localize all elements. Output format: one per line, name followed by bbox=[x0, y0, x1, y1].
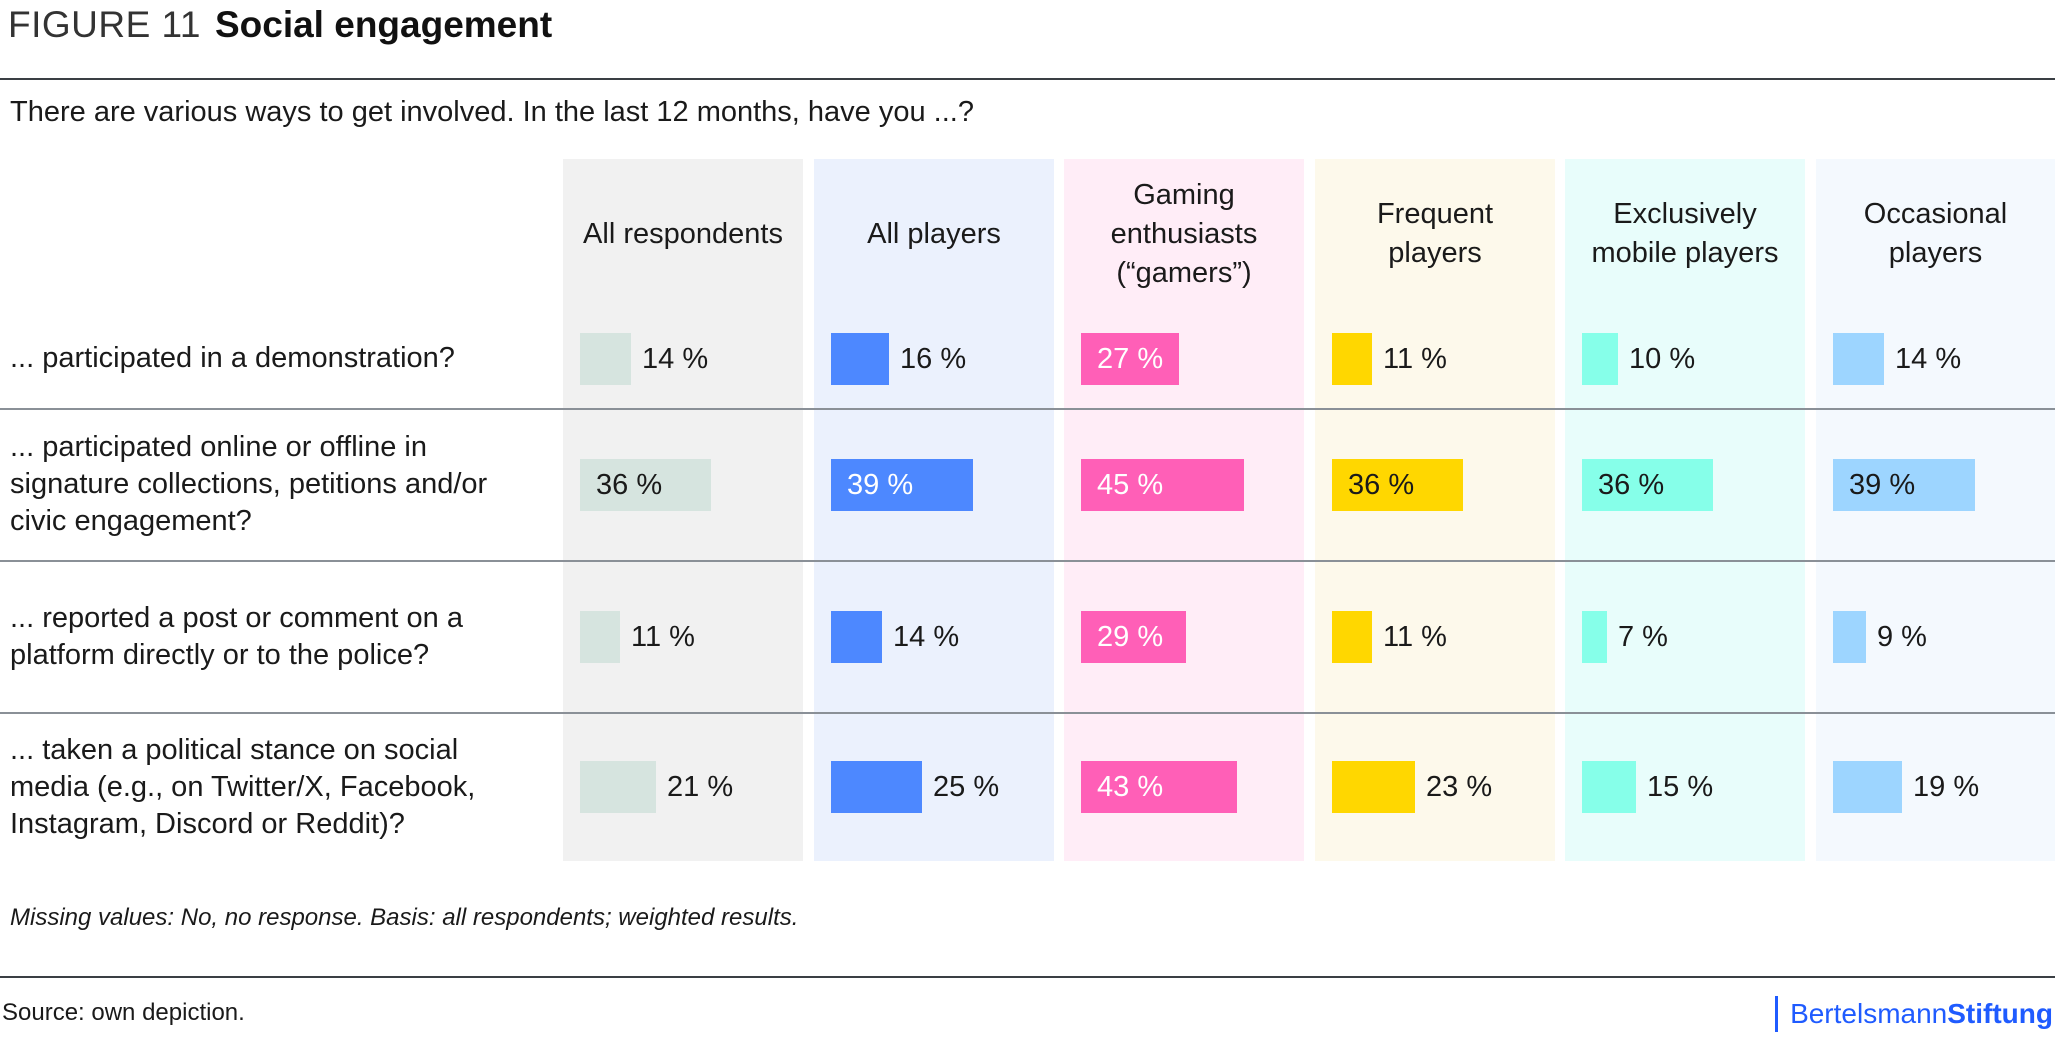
bar bbox=[1833, 761, 1902, 813]
data-label: 39 % bbox=[1849, 469, 1916, 501]
bar bbox=[831, 761, 922, 813]
figure-title: FIGURE 11 Social engagement bbox=[8, 2, 552, 48]
bar bbox=[1833, 333, 1884, 385]
data-label: 7 % bbox=[1618, 621, 1668, 653]
source-line: Source: own depiction. bbox=[2, 999, 245, 1026]
row-label-text: ... reported a post or comment on a plat… bbox=[10, 601, 463, 671]
column-header-label: Occasional players bbox=[1863, 198, 2008, 269]
bar bbox=[1582, 611, 1607, 663]
column-header: Occasional players bbox=[1816, 159, 2055, 309]
bar bbox=[1332, 333, 1372, 385]
data-label: 9 % bbox=[1877, 621, 1927, 653]
row-label: ... participated in a demonstration? bbox=[10, 309, 540, 408]
bar bbox=[1081, 761, 1237, 813]
column-header-label: Gaming enthusiasts (“gamers”) bbox=[1110, 178, 1258, 289]
row-label: ... reported a post or comment on a plat… bbox=[10, 561, 540, 712]
bar bbox=[1081, 459, 1244, 511]
logo-bar-mark bbox=[1775, 996, 1779, 1032]
column-header-label: Frequent players bbox=[1376, 198, 1494, 269]
data-label: 10 % bbox=[1629, 343, 1696, 375]
figure-subtitle: There are various ways to get involved. … bbox=[10, 96, 974, 128]
bar bbox=[580, 611, 620, 663]
bar bbox=[1081, 611, 1186, 663]
data-label: 15 % bbox=[1647, 771, 1714, 803]
data-label: 25 % bbox=[933, 771, 1000, 803]
row-separator bbox=[0, 712, 2055, 714]
row-label: ... participated online or offline in si… bbox=[10, 409, 540, 560]
row-label: ... taken a political stance on social m… bbox=[10, 713, 540, 861]
figure-name: Social engagement bbox=[214, 4, 553, 45]
column-header: Gaming enthusiasts (“gamers”) bbox=[1064, 159, 1304, 309]
column-header-label: Exclusively mobile players bbox=[1591, 198, 1779, 269]
data-label: 23 % bbox=[1426, 771, 1493, 803]
bar bbox=[580, 761, 656, 813]
data-label: 39 % bbox=[847, 469, 914, 501]
figure-number: FIGURE 11 bbox=[8, 4, 201, 45]
bar bbox=[831, 611, 882, 663]
figure-note: Missing values: No, no response. Basis: … bbox=[10, 904, 799, 931]
data-label: 29 % bbox=[1097, 621, 1164, 653]
bar bbox=[1582, 333, 1618, 385]
data-label: 36 % bbox=[1348, 469, 1415, 501]
data-label: 16 % bbox=[900, 343, 967, 375]
bar bbox=[831, 333, 889, 385]
data-label: 11 % bbox=[1383, 621, 1447, 653]
column-header-label: All respondents bbox=[583, 217, 783, 250]
column-header: Frequent players bbox=[1315, 159, 1555, 309]
column-header-label: All players bbox=[867, 217, 1001, 250]
data-label: 11 % bbox=[1383, 343, 1447, 375]
title-divider bbox=[0, 78, 2055, 80]
column-header: Exclusively mobile players bbox=[1565, 159, 1805, 309]
logo-text-part2: Stiftung bbox=[1947, 998, 2053, 1029]
data-label: 27 % bbox=[1097, 343, 1164, 375]
bar bbox=[831, 459, 973, 511]
bar bbox=[1833, 611, 1866, 663]
data-label: 43 % bbox=[1097, 771, 1164, 803]
column-header: All respondents bbox=[563, 159, 803, 309]
row-label-text: ... participated online or offline in si… bbox=[10, 431, 488, 537]
bar bbox=[1833, 459, 1975, 511]
bar bbox=[1582, 459, 1713, 511]
data-label: 14 % bbox=[1895, 343, 1962, 375]
data-label: 45 % bbox=[1097, 469, 1164, 501]
bar bbox=[1332, 459, 1463, 511]
data-label: 11 % bbox=[631, 621, 695, 653]
data-label: 36 % bbox=[596, 469, 663, 501]
bar bbox=[580, 459, 711, 511]
data-label: 14 % bbox=[893, 621, 960, 653]
data-label: 36 % bbox=[1598, 469, 1665, 501]
data-label: 19 % bbox=[1913, 771, 1980, 803]
row-label-text: ... participated in a demonstration? bbox=[10, 342, 455, 374]
bar bbox=[1081, 333, 1179, 385]
bar bbox=[1332, 761, 1415, 813]
row-label-text: ... taken a political stance on social m… bbox=[10, 733, 476, 840]
column-header: All players bbox=[814, 159, 1054, 309]
bertelsmann-stiftung-logo: Bertelsmann Stiftung bbox=[1775, 994, 2053, 1034]
bar bbox=[1582, 761, 1636, 813]
bar bbox=[1332, 611, 1372, 663]
footer-divider bbox=[0, 976, 2055, 978]
data-label: 21 % bbox=[667, 771, 734, 803]
data-label: 14 % bbox=[642, 343, 709, 375]
row-separator bbox=[0, 560, 2055, 562]
bar bbox=[580, 333, 631, 385]
row-separator bbox=[0, 408, 2055, 410]
logo-text-part1: Bertelsmann bbox=[1790, 998, 1948, 1029]
